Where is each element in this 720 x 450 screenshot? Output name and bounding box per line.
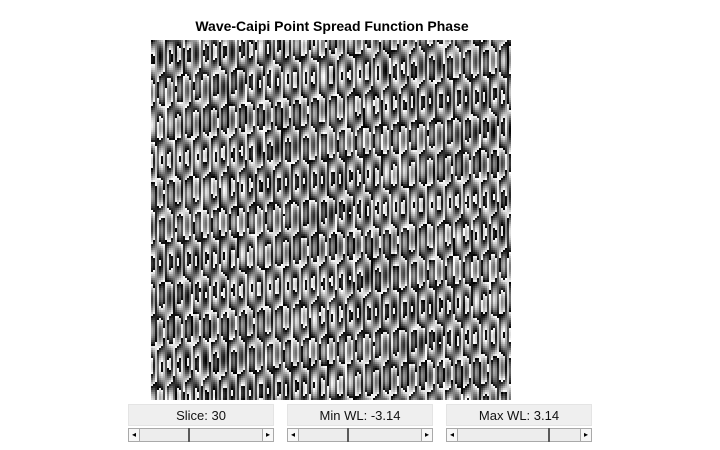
- max-wl-right-arrow-icon[interactable]: ▸: [580, 428, 592, 442]
- min-wl-slider-thumb[interactable]: [347, 428, 349, 442]
- max-wl-slider-thumb[interactable]: [548, 428, 550, 442]
- max-wl-control: Max WL: 3.14 ◂ ▸: [446, 404, 592, 442]
- slice-control: Slice: 30 ◂ ▸: [128, 404, 274, 442]
- min-wl-left-arrow-icon[interactable]: ◂: [287, 428, 299, 442]
- max-wl-label: Max WL: 3.14: [446, 404, 592, 426]
- slice-slider-track[interactable]: [141, 428, 261, 442]
- figure-title: Wave-Caipi Point Spread Function Phase: [195, 18, 469, 34]
- max-wl-slider[interactable]: ◂ ▸: [446, 428, 592, 442]
- phase-image: [151, 40, 511, 400]
- slice-slider[interactable]: ◂ ▸: [128, 428, 274, 442]
- slice-label: Slice: 30: [128, 404, 274, 426]
- slice-right-arrow-icon[interactable]: ▸: [262, 428, 274, 442]
- slice-left-arrow-icon[interactable]: ◂: [128, 428, 140, 442]
- min-wl-control: Min WL: -3.14 ◂ ▸: [287, 404, 433, 442]
- min-wl-right-arrow-icon[interactable]: ▸: [421, 428, 433, 442]
- slice-slider-thumb[interactable]: [188, 428, 190, 442]
- max-wl-slider-track[interactable]: [459, 428, 579, 442]
- min-wl-slider[interactable]: ◂ ▸: [287, 428, 433, 442]
- min-wl-label: Min WL: -3.14: [287, 404, 433, 426]
- min-wl-slider-track[interactable]: [300, 428, 420, 442]
- max-wl-left-arrow-icon[interactable]: ◂: [446, 428, 458, 442]
